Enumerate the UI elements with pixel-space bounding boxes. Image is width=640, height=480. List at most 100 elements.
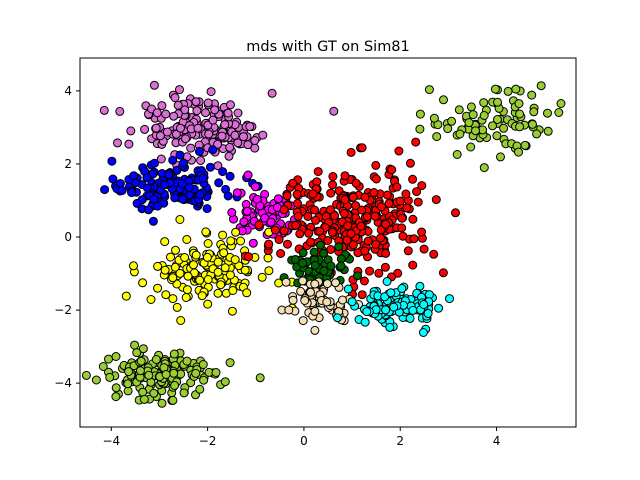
data-point [245,122,255,131]
data-point [153,261,163,271]
data-point [385,322,395,332]
data-point [204,129,214,139]
data-point [298,258,308,268]
data-point [173,100,183,110]
data-point [168,294,178,304]
data-point [529,107,539,117]
data-point [267,88,277,98]
data-point [499,123,509,133]
data-point [311,215,321,225]
data-point [197,291,207,301]
data-point [239,217,249,227]
data-point [228,286,238,295]
data-point [348,240,358,250]
data-point [220,120,230,130]
data-point [496,152,505,162]
data-point [216,280,226,290]
series-2 [227,170,307,248]
data-point [225,270,235,280]
data-point [397,223,407,233]
data-point [310,325,320,335]
data-point [464,118,474,128]
data-point [162,127,172,137]
data-point [232,188,242,198]
data-point [380,292,390,302]
data-point [466,142,476,152]
data-point [451,208,460,218]
data-point [439,95,448,105]
data-point [315,226,325,236]
data-point [186,143,196,153]
data-point [333,313,342,323]
data-point [370,211,380,221]
data-point [206,87,216,97]
data-point [326,188,336,198]
data-point [198,360,208,369]
x-tick-label: 4 [493,434,501,448]
data-point [503,86,513,96]
data-point [365,266,375,276]
data-point [203,275,213,284]
data-point [471,126,480,136]
data-point [536,81,546,91]
data-point [359,276,369,286]
data-point [219,248,229,258]
data-point [230,255,240,265]
data-point [408,174,418,184]
data-point [198,173,208,183]
data-point [217,131,227,141]
data-point [334,242,344,252]
data-point [193,123,203,133]
data-point [149,388,159,398]
data-point [528,119,537,129]
data-point [351,178,361,188]
series-9 [333,277,454,337]
data-point [300,296,310,305]
data-point [356,221,366,231]
data-point [419,300,429,309]
data-point [423,309,433,318]
data-point [168,155,178,165]
data-point [213,257,223,267]
data-point [431,195,441,205]
data-point [360,192,370,202]
data-point [417,181,427,191]
data-point [394,146,404,156]
data-point [288,178,298,188]
data-point [201,108,210,118]
data-point [242,288,252,298]
data-point [413,197,423,207]
data-point [127,188,137,198]
data-point [98,362,108,371]
data-point [326,245,336,254]
data-point [381,248,391,258]
data-point [138,387,148,397]
data-point [180,105,190,115]
data-point [291,220,301,230]
data-point [168,273,178,283]
data-point [395,196,405,206]
data-point [303,212,313,221]
data-point [515,122,525,132]
data-point [328,180,337,190]
data-point [227,208,237,217]
data-point [203,299,213,309]
data-point [225,171,235,181]
data-point [382,277,392,286]
data-point [515,109,525,119]
data-point [150,158,159,168]
data-point [104,354,113,364]
data-point [178,194,188,204]
data-point [255,373,265,383]
data-point [438,268,448,278]
data-point [479,163,489,173]
data-point [223,108,233,118]
data-point [139,394,149,404]
data-point [374,268,384,278]
data-point [138,278,148,288]
data-point [556,99,566,108]
data-point [184,183,194,193]
data-point [250,182,260,192]
data-point [296,286,306,296]
